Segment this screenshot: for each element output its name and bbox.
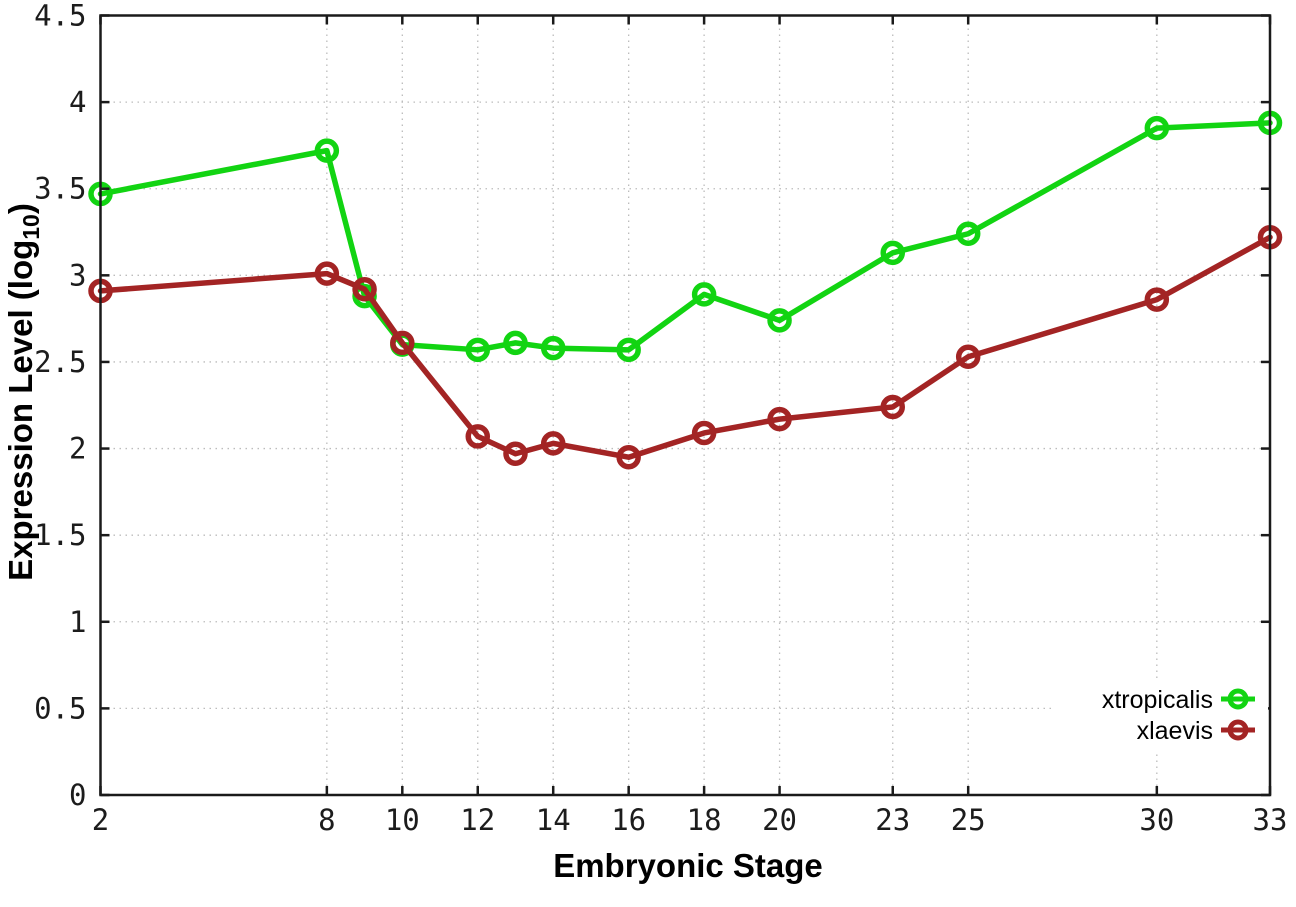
x-tick-label: 2	[92, 803, 109, 837]
y-axis-title-suffix: )	[2, 203, 39, 214]
data-point-marker-xtropicalis	[503, 330, 528, 356]
series-line-xlaevis	[97, 234, 1273, 460]
legend: xtropicalis xlaevis	[1055, 679, 1268, 752]
data-point-marker-xlaevis	[691, 420, 717, 446]
data-point-marker-xlaevis	[390, 330, 415, 356]
y-tick-label: 3.5	[34, 172, 86, 206]
x-tick-label: 16	[611, 803, 646, 837]
data-point-marker-xlaevis	[540, 431, 566, 456]
x-tick-label: 25	[951, 803, 986, 837]
x-tick-label: 20	[762, 803, 797, 837]
x-tick-label: 23	[875, 803, 910, 837]
grid-layer	[101, 16, 1269, 794]
data-point-marker-xtropicalis	[880, 240, 905, 266]
y-tick-label: 3	[69, 258, 86, 292]
data-point-marker-xlaevis	[503, 441, 528, 467]
data-point-marker-xtropicalis	[616, 337, 641, 363]
legend-marker-icon	[1227, 688, 1249, 710]
legend-row-xtropicalis: xtropicalis	[1102, 686, 1255, 714]
y-axis-title: Expression Level (log10)	[2, 203, 44, 581]
legend-marker-icon	[1227, 719, 1249, 741]
series-xlaevis	[88, 224, 1283, 470]
x-axis-title: Embryonic Stage	[553, 847, 823, 884]
x-tick-label: 30	[1139, 803, 1174, 837]
data-point-marker-xtropicalis	[540, 335, 566, 361]
data-point-marker-xlaevis	[955, 344, 981, 369]
data-point-marker-xlaevis	[1144, 287, 1170, 312]
x-tick-label: 14	[536, 803, 571, 837]
x-tick-label: 18	[687, 803, 722, 837]
data-point-marker-xtropicalis	[767, 308, 792, 333]
plot-border	[99, 14, 1272, 797]
y-tick-label: 2	[69, 432, 86, 466]
series-xtropicalis	[88, 110, 1283, 363]
data-point-marker-xlaevis	[880, 394, 905, 420]
y-tick-label: 2.5	[34, 345, 86, 379]
y-tick-label: 0	[69, 778, 86, 812]
legend-label-xlaevis: xlaevis	[1137, 717, 1213, 745]
data-point-marker-xlaevis	[767, 406, 792, 432]
x-tick-label: 10	[385, 803, 420, 837]
legend-label-xtropicalis: xtropicalis	[1102, 686, 1213, 714]
data-point-marker-xlaevis	[465, 424, 491, 449]
y-axis-title-subscript: 10	[18, 214, 44, 240]
y-tick-label: 1.5	[34, 518, 86, 552]
x-tick-label: 12	[460, 803, 495, 837]
data-point-marker-xtropicalis	[314, 138, 340, 163]
y-tick-label: 4.5	[34, 0, 86, 33]
data-point-marker-xtropicalis	[955, 221, 981, 247]
tick-layer	[99, 14, 1272, 797]
x-tick-label: 8	[318, 803, 335, 837]
y-tick-label: 1	[69, 605, 86, 639]
legend-row-xlaevis: xlaevis	[1137, 717, 1255, 745]
series-layer	[88, 110, 1283, 470]
y-tick-label: 4	[69, 85, 86, 119]
data-point-marker-xlaevis	[616, 444, 641, 470]
data-point-marker-xtropicalis	[1144, 115, 1170, 141]
data-point-marker-xlaevis	[352, 276, 377, 302]
y-axis-title-main: Expression Level (log	[2, 240, 39, 581]
tick-label-layer: 0 0.5 1 1.5 2 2.5 3 3.5 4 4.5 2 8 10 12 14 16 18 20 23 25 30…	[34, 0, 1287, 837]
data-point-marker-xtropicalis	[465, 337, 491, 363]
y-tick-label: 0.5	[34, 691, 86, 725]
data-point-marker-xlaevis	[314, 261, 340, 286]
data-point-marker-xtropicalis	[691, 282, 717, 307]
legend-rows: xtropicalis xlaevis	[1102, 686, 1255, 745]
x-tick-label: 33	[1253, 803, 1288, 837]
